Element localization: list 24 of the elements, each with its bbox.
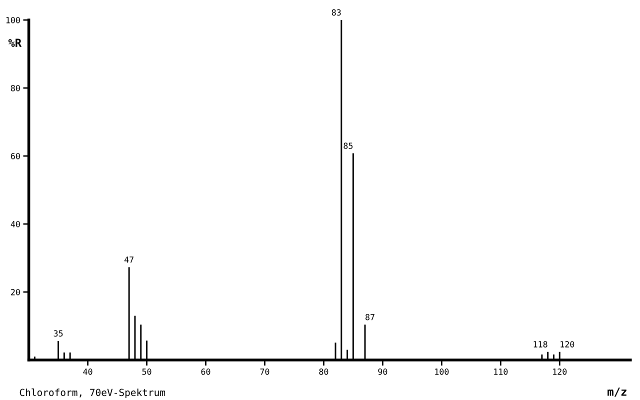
annotation: 83 [332,9,341,16]
text: Chloroform, 70eV-Spektrum [20,388,166,398]
y-tick-label: 60 [10,153,20,160]
annotation: 120 [560,341,574,348]
x-tick-label: 80 [319,368,328,375]
annotation: 47 [124,256,134,263]
y-tick-label: 40 [10,221,20,228]
annotation: 85 [344,142,353,149]
annotation: 35 [54,330,63,337]
annotation: 87 [366,314,374,320]
y-tick-label: 20 [11,289,20,296]
x-tick-label: 110 [494,368,508,375]
y-tick-label: 100 [6,17,20,24]
x-axis-title: m/z [608,388,626,397]
y-tick-label: 80 [10,85,20,92]
x-tick-label: 70 [260,368,270,375]
x-tick-label: 40 [83,368,92,375]
x-tick-label: 120 [553,368,567,375]
x-tick-label: 50 [142,368,152,375]
y-axis-title: %R [8,38,22,47]
x-tick-label: 60 [201,368,210,375]
annotation: 118 [534,341,548,348]
x-tick-label: 90 [378,368,388,375]
x-tick-label: 100 [435,368,449,375]
